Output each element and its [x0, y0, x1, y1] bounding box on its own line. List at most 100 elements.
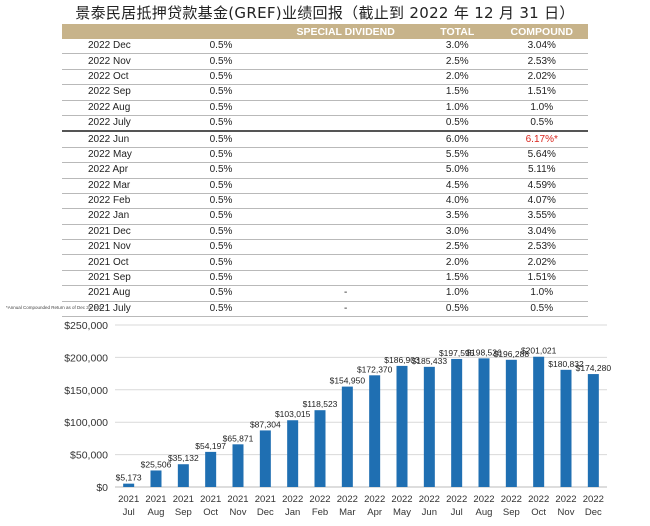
- x-tick-year: 2022: [364, 494, 385, 505]
- row-total: 2.0%: [419, 254, 496, 271]
- bar: [533, 356, 545, 487]
- row-rate: 0.5%: [209, 301, 273, 318]
- row-compound: 2.53%: [495, 239, 588, 256]
- x-tick-year: 2022: [555, 494, 576, 505]
- row-rate: 0.5%: [209, 239, 273, 256]
- row-compound: 4.59%: [495, 178, 588, 194]
- bar: [369, 375, 381, 487]
- row-rate: 0.5%: [209, 162, 273, 179]
- table-row: 2022 Oct 0.5% 2.0% 2.02%: [62, 69, 588, 86]
- data-label: $196,288: [494, 349, 530, 359]
- x-tick-year: 2021: [227, 494, 248, 505]
- table-header-row: SPECIAL DIVIDEND TOTAL COMPOUND: [62, 24, 588, 39]
- table-row: 2021 Dec 0.5% 3.0% 3.04%: [62, 224, 588, 241]
- row-date: 2022 Aug: [62, 100, 210, 116]
- row-special-dividend: [272, 193, 420, 210]
- row-date: 2022 Nov: [62, 53, 210, 70]
- row-date: 2022 Dec: [62, 39, 210, 55]
- x-tick-year: 2022: [501, 494, 522, 505]
- x-tick-year: 2021: [255, 494, 276, 505]
- header-special-dividend: SPECIAL DIVIDEND: [272, 24, 420, 39]
- data-label: $5,173: [116, 473, 142, 483]
- table-row: 2022 Aug 0.5% 1.0% 1.0%: [62, 100, 588, 116]
- x-tick-year: 2022: [528, 494, 549, 505]
- bar: [560, 369, 572, 487]
- row-date: 2021 July: [62, 301, 210, 318]
- row-date: 2022 Feb: [62, 193, 210, 210]
- bar: [505, 359, 517, 487]
- x-tick-year: 2021: [118, 494, 139, 505]
- x-tick-year: 2021: [145, 494, 166, 505]
- bar: [423, 366, 435, 487]
- row-special-dividend: [272, 239, 420, 256]
- row-special-dividend: [272, 100, 420, 116]
- y-tick-label: $250,000: [64, 320, 108, 332]
- row-compound: 1.0%: [495, 100, 588, 116]
- table-row: 2022 May 0.5% 5.5% 5.64%: [62, 147, 588, 164]
- x-tick-month: Jun: [422, 507, 437, 518]
- data-label: $201,021: [521, 346, 557, 356]
- bar: [150, 470, 162, 487]
- row-rate: 0.5%: [209, 69, 273, 86]
- x-tick-year: 2021: [173, 494, 194, 505]
- x-tick-month: Apr: [367, 507, 382, 518]
- row-total: 1.0%: [419, 100, 496, 116]
- row-special-dividend: [272, 254, 420, 271]
- row-compound: 2.02%: [495, 254, 588, 271]
- row-date: 2022 Apr: [62, 162, 210, 179]
- data-label: $185,433: [412, 356, 448, 366]
- header-rate: [209, 24, 273, 39]
- row-special-dividend: -: [272, 301, 420, 318]
- data-label: $186,903: [384, 355, 420, 365]
- row-total: 2.5%: [419, 53, 496, 70]
- data-label: $180,832: [548, 359, 584, 369]
- x-tick-month: Feb: [312, 507, 328, 518]
- table-row: 2021 Sep 0.5% 1.5% 1.51%: [62, 270, 588, 287]
- row-compound: 2.53%: [495, 53, 588, 70]
- x-tick-year: 2022: [337, 494, 358, 505]
- row-date: 2022 Jan: [62, 208, 210, 225]
- data-label: $54,197: [195, 441, 226, 451]
- row-special-dividend: [272, 162, 420, 179]
- row-date: 2022 Mar: [62, 178, 210, 194]
- row-date: 2022 July: [62, 115, 210, 133]
- data-label: $197,595: [439, 348, 475, 358]
- row-special-dividend: [272, 270, 420, 287]
- header-total: TOTAL: [419, 24, 496, 39]
- row-date: 2021 Aug: [62, 285, 210, 302]
- data-label: $65,871: [223, 433, 254, 443]
- row-rate: 0.5%: [209, 208, 273, 225]
- y-tick-label: $200,000: [64, 352, 108, 364]
- row-compound: 6.17%*: [495, 131, 588, 148]
- bar: [587, 374, 599, 487]
- row-rate: 0.5%: [209, 84, 273, 101]
- row-date: 2022 Oct: [62, 69, 210, 86]
- x-tick-month: Jul: [451, 507, 463, 518]
- table-row: 2021 Nov 0.5% 2.5% 2.53%: [62, 239, 588, 256]
- row-compound: 3.55%: [495, 208, 588, 225]
- row-total: 1.0%: [419, 285, 496, 302]
- row-compound: 5.64%: [495, 147, 588, 164]
- row-rate: 0.5%: [209, 115, 273, 133]
- x-tick-year: 2022: [583, 494, 604, 505]
- row-total: 3.5%: [419, 208, 496, 225]
- table-row: 2022 Jun 0.5% 6.0% 6.17%*: [62, 131, 588, 148]
- row-special-dividend: [272, 224, 420, 241]
- row-total: 1.5%: [419, 84, 496, 101]
- row-total: 6.0%: [419, 131, 496, 148]
- x-tick-year: 2021: [200, 494, 221, 505]
- row-total: 1.5%: [419, 270, 496, 287]
- row-special-dividend: [272, 69, 420, 86]
- data-label: $154,950: [330, 376, 366, 386]
- row-rate: 0.5%: [209, 224, 273, 241]
- row-total: 2.5%: [419, 239, 496, 256]
- x-tick-year: 2022: [473, 494, 494, 505]
- row-total: 4.5%: [419, 178, 496, 194]
- x-tick-month: Oct: [203, 507, 218, 518]
- row-date: 2022 Jun: [62, 131, 210, 148]
- row-compound: 1.51%: [495, 270, 588, 287]
- x-tick-month: May: [393, 507, 411, 518]
- x-tick-month: Jul: [123, 507, 135, 518]
- row-total: 0.5%: [419, 301, 496, 318]
